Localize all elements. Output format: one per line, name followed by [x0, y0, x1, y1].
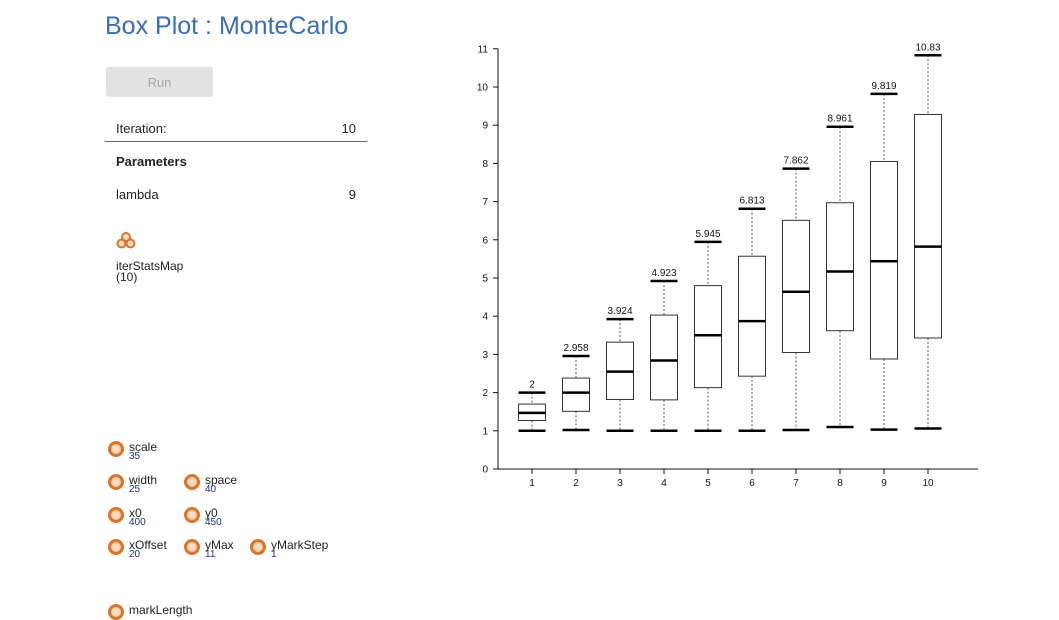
y-tick-label: 4: [482, 312, 488, 323]
divider: [105, 141, 367, 142]
knob-value: 40: [205, 484, 217, 495]
box-5: 5.945: [694, 229, 722, 433]
box-2: 2.958: [562, 343, 590, 432]
iqr-box: [782, 219, 810, 353]
box-9: 9.819: [870, 81, 898, 431]
max-value-label: 2: [529, 380, 535, 391]
iqr-box: [914, 114, 942, 339]
knob-value: 25: [129, 484, 141, 495]
box-6: 6.813: [738, 196, 766, 433]
lambda-row: lambda 9: [116, 187, 356, 202]
max-value-label: 7.862: [783, 156, 808, 167]
iqr-box: [562, 377, 590, 412]
knob-label: width: [129, 473, 158, 487]
knob-icon[interactable]: [108, 539, 124, 555]
box-7: 7.862: [782, 156, 810, 432]
y-tick-label: 0: [482, 465, 488, 476]
iteration-label: Iteration:: [116, 121, 167, 136]
node-count: (10): [116, 270, 138, 284]
lambda-label: lambda: [116, 187, 159, 202]
box-3: 3.924: [606, 306, 634, 433]
x-tick-label: 2: [573, 478, 579, 489]
knob-icon[interactable]: [184, 474, 200, 490]
lambda-value[interactable]: 9: [348, 187, 356, 202]
knob-label: markLength: [129, 603, 193, 617]
y-tick-label: 9: [482, 121, 488, 132]
max-value-label: 5.945: [695, 229, 720, 240]
knob-value: 400: [129, 517, 146, 528]
iqr-box: [650, 314, 678, 401]
box-1: 2: [518, 380, 546, 433]
max-value-label: 8.961: [827, 114, 852, 125]
knob-icon[interactable]: [250, 539, 266, 555]
x-tick-label: 8: [837, 478, 843, 489]
node-label: iterStatsMap (10): [116, 259, 184, 284]
knob-value: 20: [129, 549, 141, 560]
box-4: 4.923: [650, 268, 678, 433]
parameters-heading: Parameters: [116, 154, 187, 169]
knob-label: space: [205, 473, 238, 487]
map-node-icon[interactable]: [116, 231, 136, 249]
x-tick-label: 3: [617, 478, 623, 489]
knob-label: y0: [205, 506, 218, 520]
max-value-label: 4.923: [651, 268, 676, 279]
max-value-label: 2.958: [563, 343, 588, 354]
y-tick-label: 7: [482, 197, 488, 208]
x-tick-label: 6: [749, 478, 755, 489]
chart-boxes: 2 2.958 3.924 4.923 5.945 6.813 7.862 8.961 9.81…: [518, 42, 942, 433]
box-8: 8.961: [826, 114, 854, 429]
knob-value: 11: [205, 549, 216, 560]
y-tick-label: 6: [482, 235, 488, 246]
x-tick-label: 4: [661, 478, 667, 489]
max-value-label: 10.83: [915, 42, 940, 53]
x-tick-label: 1: [529, 478, 535, 489]
x-tick-label: 7: [793, 478, 799, 489]
iteration-row: Iteration: 10: [116, 121, 356, 136]
run-button[interactable]: Run: [106, 67, 213, 97]
knob-icon[interactable]: [184, 507, 200, 523]
knob-label: yMax: [205, 538, 234, 552]
iqr-box: [826, 202, 854, 332]
knob-icon[interactable]: [184, 539, 200, 555]
knob-icon[interactable]: [108, 441, 124, 457]
x-tick-label: 5: [705, 478, 711, 489]
iteration-value: 10: [341, 121, 356, 136]
iqr-box: [738, 255, 766, 377]
knob-value: 35: [129, 451, 141, 462]
y-tick-label: 5: [482, 274, 488, 285]
node-name: iterStatsMap: [116, 259, 184, 273]
page-title: Box Plot : MonteCarlo: [105, 12, 349, 40]
y-tick-label: 8: [482, 159, 488, 170]
y-tick-label: 3: [482, 350, 488, 361]
max-value-label: 3.924: [607, 306, 632, 317]
knob-value: 1: [271, 549, 277, 560]
knob-icon[interactable]: [108, 507, 124, 523]
y-tick-label: 10: [477, 83, 489, 94]
x-tick-label: 10: [922, 478, 934, 489]
y-tick-label: 1: [482, 426, 488, 437]
knob-label: x0: [129, 506, 142, 520]
box-10: 10.83: [914, 42, 942, 430]
x-tick-label: 9: [881, 478, 887, 489]
max-value-label: 6.813: [739, 196, 764, 207]
knob-label: scale: [129, 440, 158, 454]
knob-label: xOffset: [129, 538, 167, 552]
y-tick-label: 2: [482, 388, 488, 399]
y-tick-label: 11: [478, 44, 489, 55]
knob-icon[interactable]: [108, 474, 124, 490]
max-value-label: 9.819: [871, 81, 896, 92]
knob-value: 450: [205, 517, 222, 528]
iqr-box: [694, 285, 722, 389]
knob-label: yMarkStep: [271, 538, 329, 552]
